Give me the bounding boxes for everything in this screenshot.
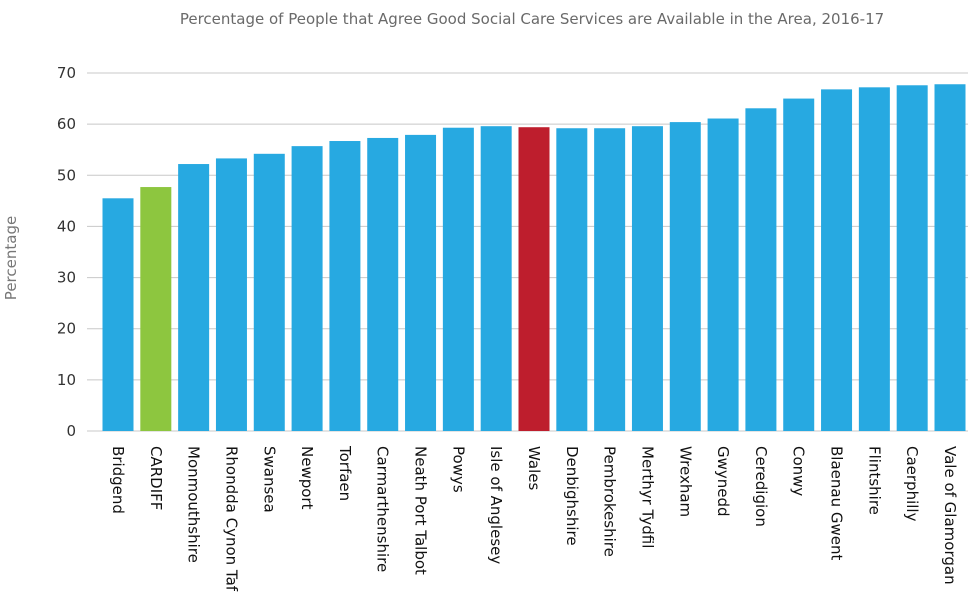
y-tick-label: 20 [57, 320, 76, 338]
x-tick-label: CARDIFF [147, 446, 165, 510]
x-tick-label: Pembrokeshire [601, 446, 619, 557]
bar-gwynedd [707, 118, 739, 431]
y-tick-label: 10 [57, 371, 76, 389]
y-tick-label: 60 [57, 115, 76, 133]
bar-blaenau-gwent [821, 89, 853, 431]
x-axis-ticks: Bridgend CARDIFF Monmouthshire Rhondda Cyno… [109, 445, 959, 592]
y-tick-label: 50 [57, 166, 76, 184]
bar-conwy [783, 98, 815, 432]
x-tick-label: Wales [525, 446, 543, 490]
y-axis-ticks: 0 10 20 30 40 50 60 70 [57, 64, 76, 440]
x-tick-label: Bridgend [109, 446, 127, 514]
x-tick-label: Gwynedd [714, 446, 732, 517]
bar-vale-of-glamorgan [934, 84, 966, 431]
bar-isle-of-anglesey [480, 126, 512, 431]
bar-wrexham [669, 122, 701, 432]
x-tick-label: Blaenau Gwent [828, 446, 846, 560]
x-tick-label: Conwy [790, 446, 808, 496]
x-tick-label: Torfaen [336, 445, 354, 501]
x-tick-label: Ceredigion [752, 446, 770, 527]
bar-carmarthenshire [367, 137, 399, 432]
bar-wales [518, 127, 550, 431]
x-tick-label: Vale of Glamorgan [941, 446, 959, 585]
x-tick-label: Isle of Anglesey [487, 446, 505, 564]
x-tick-label: Flintshire [865, 446, 883, 515]
bar-neath-port-talbot [405, 134, 437, 431]
x-tick-label: Denbighshire [563, 446, 581, 546]
bar-cardiff [140, 187, 172, 431]
y-tick-label: 0 [66, 422, 76, 440]
x-tick-label: Caerphilly [903, 446, 921, 522]
bar-swansea [253, 153, 285, 431]
bars [102, 84, 966, 432]
chart-title: Percentage of People that Agree Good Soc… [180, 10, 884, 28]
bar-newport [291, 146, 323, 432]
bar-caerphilly [896, 85, 928, 431]
x-tick-label: Swansea [260, 446, 278, 513]
x-tick-label: Monmouthshire [185, 446, 203, 563]
bar-merthyr-tydfil [631, 126, 663, 431]
bar-monmouthshire [178, 164, 210, 431]
x-tick-label: Neath Port Talbot [412, 446, 430, 575]
y-tick-label: 30 [57, 269, 76, 287]
x-tick-label: Wrexham [676, 446, 694, 517]
bar-torfaen [329, 141, 361, 431]
bar-pembrokeshire [594, 128, 626, 431]
x-tick-label: Merthyr Tydfil [638, 446, 656, 548]
bar-denbighshire [556, 128, 588, 431]
y-axis-title: Percentage [2, 216, 20, 300]
bar-bridgend [102, 198, 134, 431]
x-tick-label: Rhondda Cynon Taf [222, 446, 240, 592]
bar-flintshire [858, 87, 890, 431]
y-tick-label: 70 [57, 64, 76, 82]
bar-ceredigion [745, 108, 777, 431]
x-tick-label: Powys [449, 446, 467, 493]
bar-rhondda-cynon-taf [215, 158, 247, 431]
y-tick-label: 40 [57, 217, 76, 235]
x-tick-label: Carmarthenshire [374, 446, 392, 572]
bar-powys [442, 127, 474, 432]
x-tick-label: Newport [298, 446, 316, 510]
